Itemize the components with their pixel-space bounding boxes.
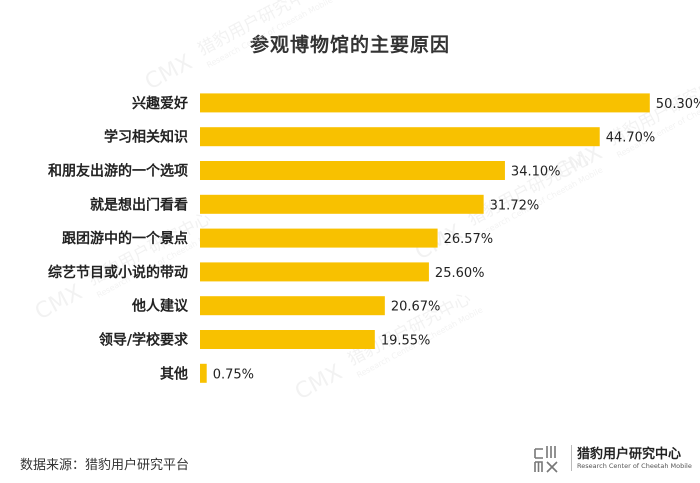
value-label: 50.30% (656, 97, 700, 112)
watermark-mark: CMX (291, 360, 346, 405)
bar (200, 93, 650, 113)
bar (200, 330, 375, 349)
bar (200, 296, 385, 316)
value-label: 26.57% (444, 232, 494, 247)
logo-subtitle: Research Center of Cheetah Mobile (577, 462, 692, 470)
category-label: 兴趣爱好 (132, 95, 188, 112)
value-label: 34.10% (511, 165, 561, 180)
category-label: 领导/学校要求 (99, 332, 189, 349)
footer-logo: 猎豹用户研究中心 Research Center of Cheetah Mobi… (533, 441, 693, 475)
source-note: 数据来源：猎豹用户研究平台 (20, 458, 190, 473)
bar (200, 161, 505, 180)
bar (200, 228, 438, 248)
cmx-logo-mark (534, 446, 558, 473)
value-label: 20.67% (391, 300, 441, 315)
watermark-mark: CMX (31, 280, 86, 325)
value-label: 25.60% (435, 266, 485, 281)
bar (200, 194, 484, 214)
category-label: 跟团游中的一个景点 (62, 230, 188, 247)
bar (200, 127, 600, 147)
watermark-text: 猎豹用户研究中心 (465, 149, 594, 231)
category-label: 综艺节目或小说的带动 (48, 264, 188, 281)
category-label: 学习相关知识 (104, 129, 188, 146)
logo-divider (571, 445, 572, 471)
chart-title: 参观博物馆的主要原因 (249, 34, 450, 56)
value-label: 31.72% (490, 198, 540, 213)
watermark-mark: CMX (141, 50, 196, 95)
value-label: 44.70% (606, 131, 656, 146)
logo-name: 猎豹用户研究中心 (577, 447, 682, 462)
value-label: 0.75% (213, 367, 254, 382)
category-label: 和朋友出游的一个选项 (48, 163, 188, 180)
category-label: 他人建议 (131, 298, 189, 315)
bar (200, 363, 207, 383)
value-label: 19.55% (381, 334, 431, 349)
category-label: 其他 (160, 365, 188, 382)
category-label: 就是想出门看看 (90, 196, 188, 213)
bar (200, 262, 429, 282)
